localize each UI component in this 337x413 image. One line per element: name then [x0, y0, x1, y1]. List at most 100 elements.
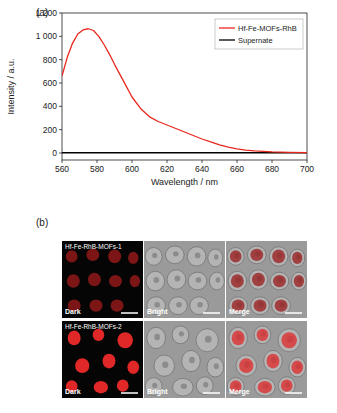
x-tick: [272, 160, 273, 163]
legend-label: Supernate: [238, 36, 273, 45]
column-label: Bright: [147, 388, 168, 396]
fluorescence: [230, 250, 242, 262]
cell-nucleus: [181, 384, 187, 389]
column-label: Merge: [229, 388, 250, 396]
cell-outline: [255, 378, 275, 396]
cell-outline: [270, 272, 289, 290]
column-label: Dark: [65, 388, 81, 395]
x-tick: [307, 160, 308, 163]
legend-swatch: [219, 39, 235, 40]
fluorescence: [272, 250, 285, 264]
cell-outline: [165, 246, 184, 264]
y-tick-label: 1 000: [36, 31, 58, 41]
y-tick: [59, 59, 62, 60]
x-tick-label: 640: [195, 164, 209, 174]
cell-outline: [229, 327, 248, 348]
micrograph: [62, 321, 143, 398]
cell-outline: [190, 297, 209, 315]
fluorescence: [93, 329, 105, 341]
y-tick-label: 1 200: [36, 8, 58, 18]
cell-nucleus: [175, 276, 181, 282]
micrograph: [62, 241, 143, 318]
legend-swatch: [219, 27, 235, 28]
micrograph: [226, 241, 307, 318]
fluorescence: [294, 275, 304, 287]
fluorescence: [109, 275, 122, 287]
micrograph: [226, 321, 307, 398]
x-tick-label: 700: [300, 164, 314, 174]
cell-outline: [208, 249, 223, 267]
cell-outline: [278, 329, 300, 352]
cell-outline: [269, 247, 288, 266]
fluorescence: [67, 274, 80, 288]
x-axis-label: Wavelength / nm: [151, 177, 218, 187]
scale-bar: [285, 312, 302, 314]
fluorescence: [281, 332, 297, 348]
fluorescence: [232, 331, 245, 346]
fluorescence: [291, 360, 303, 374]
y-tick-label: 400: [43, 101, 57, 111]
cell-outline: [236, 355, 256, 376]
cell-outline: [154, 355, 174, 376]
cell-nucleus: [216, 277, 221, 282]
x-tick: [97, 160, 98, 163]
cell-outline: [172, 326, 189, 344]
row-title: Hf-Fe-RhB-MOFs-1: [65, 243, 122, 250]
cell-outline: [247, 246, 266, 264]
image-background: [144, 241, 225, 318]
y-axis-label: Intensity / a.u.: [6, 58, 16, 114]
cell-outline: [251, 297, 270, 315]
panel-label: (b): [36, 217, 48, 228]
fluorescence: [94, 381, 108, 393]
cell-outline: [291, 272, 306, 290]
y-tick: [59, 129, 62, 130]
scale-bar: [121, 312, 138, 314]
cell-outline: [209, 272, 224, 290]
cell-outline: [147, 327, 166, 348]
fluorescence: [66, 250, 78, 262]
fluorescence: [281, 380, 293, 392]
cell-outline: [207, 357, 224, 376]
x-tick: [202, 160, 203, 163]
image-background: [226, 241, 307, 318]
fluorescence: [68, 331, 81, 346]
cell-outline: [264, 350, 283, 371]
y-tick-label: 0: [52, 148, 57, 158]
scale-bar: [203, 312, 220, 314]
cell-nucleus: [196, 277, 202, 282]
fluorescence: [254, 300, 267, 312]
fluorescence: [252, 273, 265, 287]
x-tick: [132, 160, 133, 163]
fluorescence: [130, 275, 140, 287]
x-tick-label: 580: [90, 164, 104, 174]
x-tick-label: 620: [160, 164, 174, 174]
fluorescence: [275, 300, 288, 312]
fluorescence: [292, 252, 302, 264]
fluorescence: [90, 300, 103, 312]
column-label: Dark: [65, 308, 81, 315]
cell-nucleus: [162, 361, 168, 367]
cell-nucleus: [197, 302, 203, 307]
fluorescence: [257, 329, 269, 341]
cell-outline: [188, 272, 207, 290]
x-tick: [62, 160, 63, 163]
micrograph: [144, 321, 225, 398]
cell-nucleus: [203, 382, 208, 387]
cell-outline: [227, 248, 244, 266]
x-tick: [237, 160, 238, 163]
fluorescence: [86, 249, 99, 261]
fluorescence: [117, 380, 129, 392]
cell-nucleus: [173, 251, 179, 256]
fluorescence: [258, 381, 272, 393]
micrograph: [144, 241, 225, 318]
x-tick-label: 560: [55, 164, 69, 174]
cell-nucleus: [152, 253, 157, 258]
cell-nucleus: [176, 302, 182, 307]
cell-outline: [289, 357, 306, 376]
cell-outline: [196, 377, 213, 395]
cell-outline: [169, 297, 188, 315]
cell-outline: [146, 271, 165, 290]
column-label: Bright: [147, 308, 168, 316]
cell-outline: [249, 270, 268, 289]
cell-outline: [173, 378, 193, 396]
